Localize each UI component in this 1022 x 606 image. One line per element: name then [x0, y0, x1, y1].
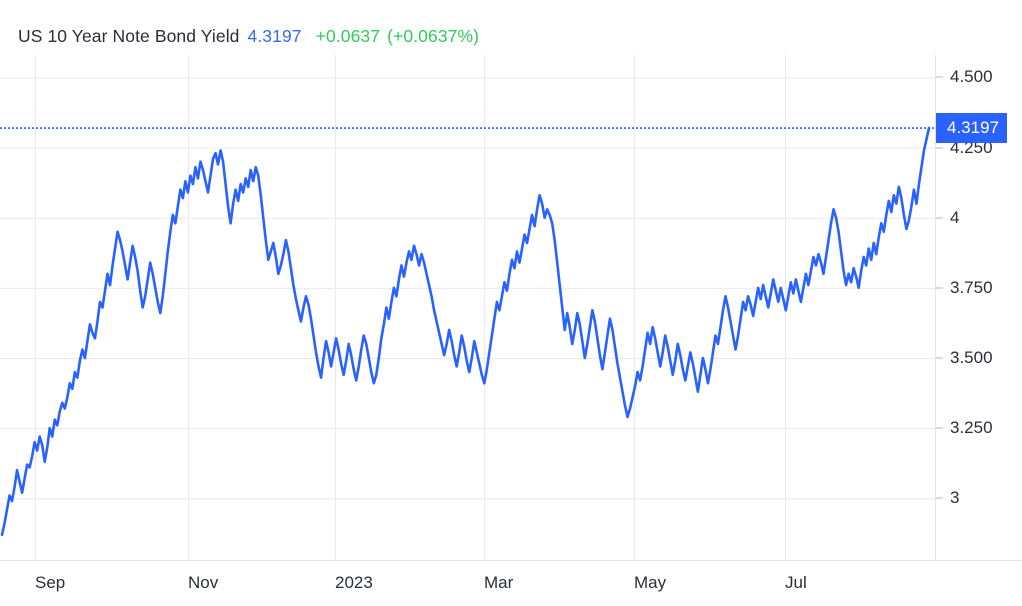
price-scale-divider — [935, 55, 936, 560]
horizontal-gridlines — [0, 77, 935, 500]
price-line-chart — [0, 55, 935, 560]
time-scale-divider — [0, 560, 1022, 561]
time-tick-label: Sep — [35, 573, 66, 592]
price-tick-mark — [936, 147, 943, 149]
time-scale[interactable]: Sep Nov 2023 Mar May Jul — [0, 561, 1022, 606]
price-scale[interactable]: 4.3197 4.500 4.250 4 3.750 3.500 3.250 3 — [936, 55, 1022, 560]
time-tick-label: 2023 — [335, 573, 373, 592]
price-tick-mark — [936, 427, 943, 429]
current-price-badge: 4.3197 — [936, 113, 1007, 144]
price-tick-mark — [936, 287, 943, 289]
price-tick-mark — [936, 217, 943, 219]
instrument-title: US 10 Year Note Bond Yield — [18, 26, 240, 46]
price-tick-label: 3.750 — [950, 277, 993, 297]
time-tick-label: May — [634, 573, 667, 592]
price-tick-mark — [936, 497, 943, 499]
yield-series-line — [0, 126, 931, 537]
price-change: +0.0637 — [315, 26, 381, 46]
price-tick-label: 3.250 — [950, 418, 993, 438]
price-tick-label: 3 — [950, 488, 960, 508]
time-tick-label: Mar — [484, 573, 514, 592]
price-tick-label: 4 — [950, 207, 960, 227]
price-tick-label: 3.500 — [950, 348, 993, 367]
last-price: 4.3197 — [247, 26, 302, 46]
plot-area[interactable] — [0, 55, 935, 560]
time-tick-label: Jul — [785, 573, 807, 592]
price-tick-mark — [936, 76, 943, 78]
time-tick-label: Nov — [188, 573, 219, 592]
vertical-gridlines — [35, 55, 786, 560]
chart-header: US 10 Year Note Bond Yield 4.3197 +0.063… — [18, 26, 479, 52]
price-tick-mark — [936, 357, 943, 359]
price-tick-label: 4.500 — [950, 67, 993, 87]
price-change-percent: (+0.0637%) — [387, 26, 480, 46]
